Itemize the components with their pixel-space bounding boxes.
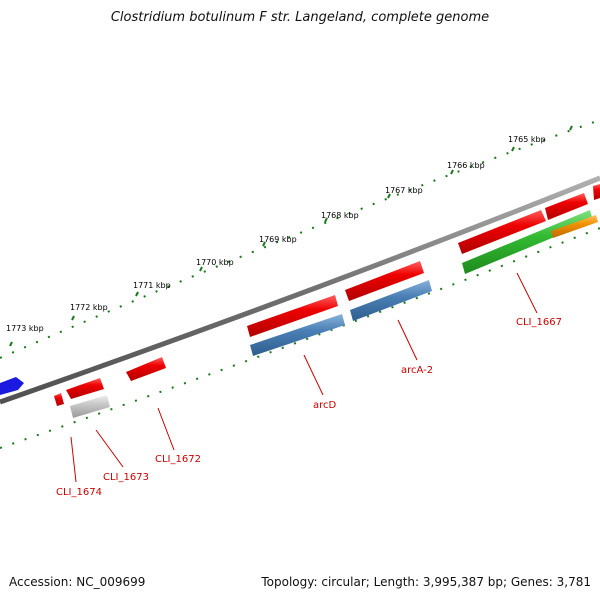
leader-line [397, 319, 418, 361]
leader-line [95, 429, 124, 468]
topology-text: Topology: circular; Length: 3,995,387 bp… [261, 575, 591, 589]
gene-label-arcd: arcD [313, 400, 337, 411]
gene-arrow [247, 295, 338, 337]
feature-bar [350, 280, 432, 321]
major-tick [387, 193, 391, 199]
major-tick [324, 217, 328, 223]
major-tick [262, 241, 266, 247]
major-tick [199, 266, 203, 272]
gene-label-cli-1667: CLI_1667 [516, 317, 562, 328]
major-tick [511, 146, 515, 152]
feature-bar [462, 210, 593, 274]
major-tick [9, 341, 13, 347]
gene-arrow [593, 184, 600, 200]
gene-arrow [66, 378, 104, 399]
map-title: Clostridium botulinum F str. Langeland, … [110, 10, 490, 25]
gene-label-cli-1672: CLI_1672 [155, 454, 201, 465]
kbp-label: 1767 kbp [385, 186, 423, 195]
kbp-labels: 1765 kbp 1766 kbp 1767 kbp 1768 kbp 1769… [6, 135, 546, 333]
label-leaders [70, 272, 538, 483]
gene-arrow [545, 193, 588, 220]
gene-label-cli-1674: CLI_1674 [56, 487, 102, 498]
blue-gene-arrow [0, 377, 24, 395]
kbp-label: 1769 kbp [259, 235, 297, 244]
outer-tick-ring [0, 119, 600, 359]
kbp-label: 1772 kbp [70, 303, 108, 312]
major-tick [569, 125, 573, 131]
major-tick [71, 315, 75, 321]
kbp-label: 1766 kbp [447, 161, 485, 170]
kbp-label: 1773 kbp [6, 324, 44, 333]
gene-label-arca-2: arcA-2 [401, 365, 433, 376]
kbp-label: 1768 kbp [321, 211, 359, 220]
major-tick [135, 291, 139, 297]
feature-bar [70, 395, 110, 418]
genome-backbone [0, 175, 600, 405]
kbp-label: 1770 kbp [196, 258, 234, 267]
gene-arrow [54, 393, 64, 406]
gene-label-cli-1673: CLI_1673 [103, 472, 149, 483]
leader-line [303, 354, 324, 396]
major-tick [450, 169, 454, 175]
leader-line [516, 272, 538, 314]
forward-strand-genes [54, 184, 600, 406]
outer-major-ticks [9, 125, 573, 347]
leader-line [70, 436, 77, 483]
gene-arrow [458, 210, 546, 254]
gene-labels: CLI_1667 arcA-2 arcD CLI_1672 CLI_1673 C… [56, 317, 562, 498]
gene-arrow [126, 357, 166, 381]
feature-bar [250, 314, 345, 356]
accession-text: Accession: NC_009699 [9, 575, 146, 589]
feature-bar [551, 215, 598, 238]
kbp-label: 1771 kbp [133, 281, 171, 290]
kbp-label: 1765 kbp [508, 135, 546, 144]
leader-line [157, 407, 175, 451]
feature-track [70, 210, 598, 418]
gene-arrow [345, 261, 424, 301]
